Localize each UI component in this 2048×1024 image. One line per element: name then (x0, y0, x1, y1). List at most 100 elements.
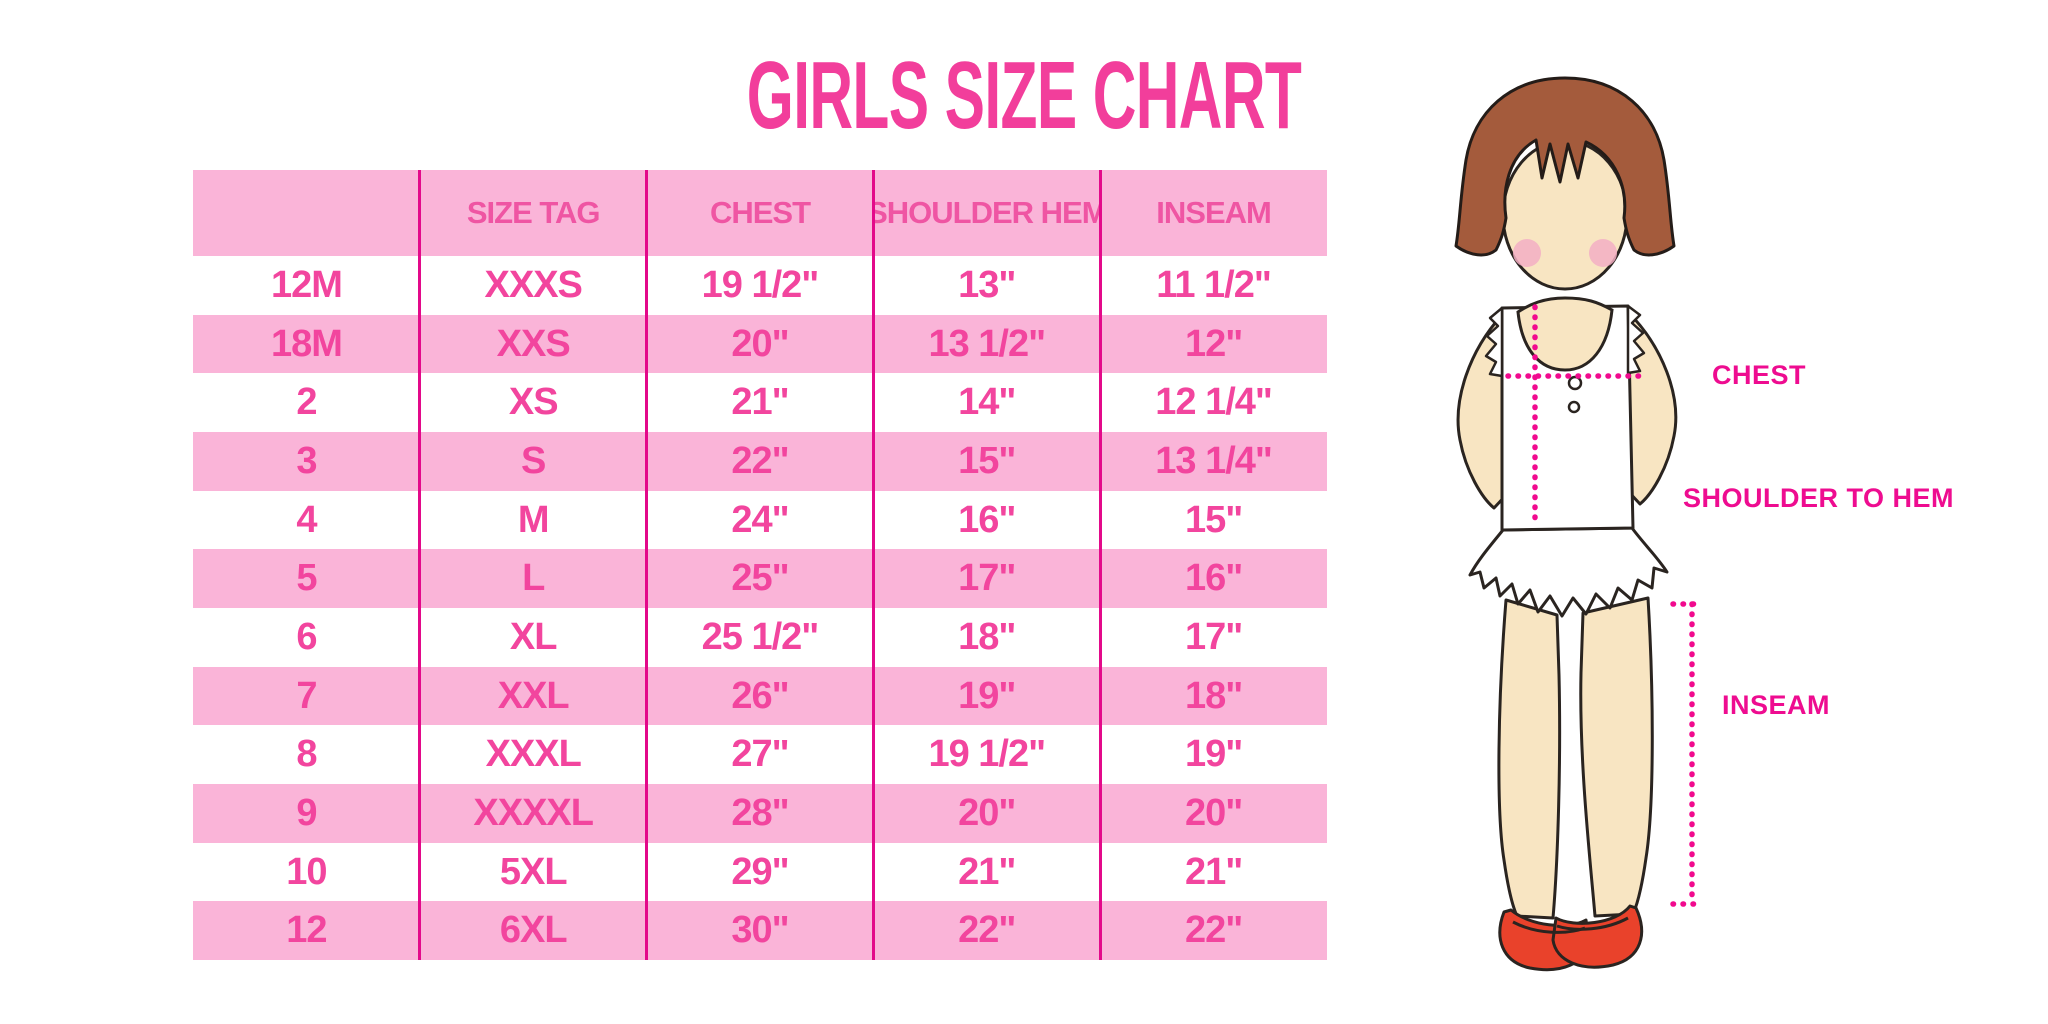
cell-text: 17" (1184, 615, 1243, 658)
cell-text: 16" (1184, 557, 1243, 600)
cell-shoulder-hem: 19 1/2" (873, 725, 1100, 784)
table-row: 9 XXXXL 28" 20" 20" (193, 784, 1327, 843)
cell-chest: 25" (647, 549, 874, 608)
cell-text: 10 (286, 850, 327, 893)
cell-size-tag: XL (420, 608, 647, 667)
cell-chest: 21" (647, 373, 874, 432)
cell-text: 4 (296, 498, 317, 541)
header-text: INSEAM (1156, 195, 1272, 230)
column-divider (645, 170, 649, 960)
cell-text: 3 (296, 439, 317, 482)
cell-chest: 22" (647, 432, 874, 491)
cell-text: M (517, 498, 550, 541)
cell-shoulder-hem: 13" (873, 256, 1100, 315)
cell-text: L (522, 557, 545, 600)
cell-chest: 20" (647, 315, 874, 374)
cell-text: 19" (1184, 733, 1243, 776)
table-row: 3 S 22" 15" 13 1/4" (193, 432, 1327, 491)
cell-inseam: 11 1/2" (1100, 256, 1327, 315)
cell-shoulder-hem: 16" (873, 491, 1100, 550)
cell-text: XXS (496, 322, 571, 365)
cell-chest: 27" (647, 725, 874, 784)
cell-chest: 29" (647, 843, 874, 902)
top-button (1567, 375, 1583, 391)
column-divider (418, 170, 422, 960)
bottom-button (1567, 400, 1581, 414)
cell-age: 4 (193, 491, 420, 550)
cell-age: 12 (193, 901, 420, 960)
table-row: 4 M 24" 16" 15" (193, 490, 1327, 550)
girl-figure-svg (1454, 76, 1706, 972)
cell-inseam: 17" (1100, 608, 1327, 667)
cell-text: 29" (731, 850, 789, 893)
cell-text: 14" (958, 381, 1016, 424)
right-blush (1589, 239, 1617, 267)
cell-text: XXXL (485, 733, 582, 776)
cell-text: 8 (296, 733, 317, 776)
shoulder-to-hem-label: SHOULDER TO HEM (1683, 483, 1955, 513)
cell-size-tag: XXXS (420, 256, 647, 315)
cell-text: 25" (731, 557, 789, 600)
cell-text: 30" (731, 909, 789, 952)
inseam-label: INSEAM (1722, 690, 1831, 720)
cell-text: S (521, 439, 546, 482)
right-ruffle (1626, 304, 1646, 375)
cell-text: 5XL (499, 850, 568, 893)
cell-age: 12M (193, 256, 420, 315)
cell-shoulder-hem: 17" (873, 549, 1100, 608)
cell-text: 13 1/2" (928, 322, 1046, 365)
header-cell-inseam: INSEAM (1100, 170, 1327, 256)
table-row: 12M XXXS 19 1/2" 13" 11 1/2" (193, 256, 1327, 315)
cell-size-tag: 5XL (420, 843, 647, 902)
cell-text: 28" (731, 791, 789, 834)
table-row: 18M XXS 20" 13 1/2" 12" (193, 314, 1327, 374)
table-row: 10 5XL 29" 21" 21" (193, 842, 1327, 902)
cell-size-tag: XXL (420, 667, 647, 726)
table-row: 7 XXL 26" 19" 18" (193, 666, 1327, 726)
cell-size-tag: XXXL (420, 725, 647, 784)
cell-inseam: 19" (1100, 725, 1327, 784)
cell-inseam: 21" (1100, 843, 1327, 902)
cell-inseam: 16" (1100, 549, 1327, 608)
cell-inseam: 22" (1100, 901, 1327, 960)
cell-text: 19" (958, 674, 1016, 717)
cell-shoulder-hem: 13 1/2" (873, 315, 1100, 374)
cell-text: 22" (1184, 909, 1243, 952)
cell-shoulder-hem: 22" (873, 901, 1100, 960)
cell-age: 3 (193, 432, 420, 491)
header-cell-size-tag: SIZE TAG (420, 170, 647, 256)
cell-age: 2 (193, 373, 420, 432)
skirt (1468, 526, 1669, 618)
hair (1454, 76, 1676, 257)
table-row: 6 XL 25 1/2" 18" 17" (193, 608, 1327, 667)
cell-chest: 26" (647, 667, 874, 726)
header-cell-blank (193, 170, 420, 256)
header-text: CHEST (709, 195, 811, 230)
column-divider (871, 170, 875, 960)
cell-text: 11 1/2" (1156, 263, 1272, 306)
cell-chest: 19 1/2" (647, 256, 874, 315)
cell-text: 13 1/4" (1155, 439, 1273, 482)
cell-chest: 28" (647, 784, 874, 843)
cell-size-tag: XXXXL (420, 784, 647, 843)
left-blush (1513, 239, 1541, 267)
table-row: 8 XXXL 27" 19 1/2" 19" (193, 725, 1327, 785)
cell-text: 18M (270, 322, 343, 365)
left-ruffle (1484, 306, 1504, 378)
table-row: 12 6XL 30" 22" 22" (193, 901, 1327, 961)
cell-text: 21" (958, 850, 1016, 893)
table-row: 2 XS 21" 14" 12 1/4" (193, 373, 1327, 433)
cell-shoulder-hem: 18" (873, 608, 1100, 667)
cell-text: 13" (958, 263, 1016, 306)
size-chart-table: SIZE TAG CHEST SHOULDER HEM INSEAM 12M X… (193, 170, 1327, 961)
cell-text: XXXS (484, 263, 583, 306)
cell-shoulder-hem: 20" (873, 784, 1100, 843)
cell-text: 18" (1184, 674, 1243, 717)
girl-illustration (1390, 60, 1740, 1000)
cell-text: 12 1/4" (1155, 381, 1273, 424)
cell-text: 12" (1184, 322, 1243, 365)
cell-shoulder-hem: 19" (873, 667, 1100, 726)
cell-shoulder-hem: 14" (873, 373, 1100, 432)
cell-age: 5 (193, 549, 420, 608)
table-header-row: SIZE TAG CHEST SHOULDER HEM INSEAM (193, 170, 1327, 256)
